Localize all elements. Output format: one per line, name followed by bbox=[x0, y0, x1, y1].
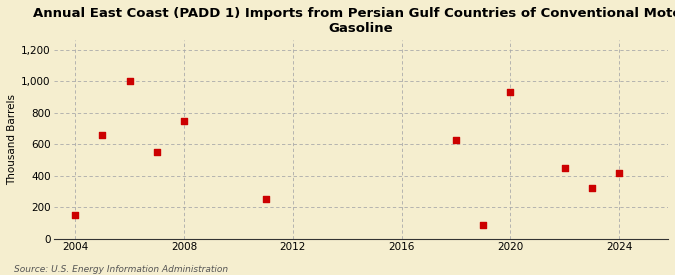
Point bbox=[70, 213, 81, 217]
Title: Annual East Coast (PADD 1) Imports from Persian Gulf Countries of Conventional M: Annual East Coast (PADD 1) Imports from … bbox=[33, 7, 675, 35]
Point bbox=[450, 137, 461, 142]
Point bbox=[614, 170, 624, 175]
Y-axis label: Thousand Barrels: Thousand Barrels bbox=[7, 94, 17, 185]
Point bbox=[179, 119, 190, 123]
Point bbox=[151, 150, 162, 154]
Point bbox=[124, 79, 135, 83]
Point bbox=[560, 166, 570, 170]
Point bbox=[505, 90, 516, 95]
Point bbox=[260, 196, 271, 201]
Text: Source: U.S. Energy Information Administration: Source: U.S. Energy Information Administ… bbox=[14, 265, 227, 274]
Point bbox=[478, 222, 489, 227]
Point bbox=[97, 133, 108, 137]
Point bbox=[587, 185, 597, 190]
